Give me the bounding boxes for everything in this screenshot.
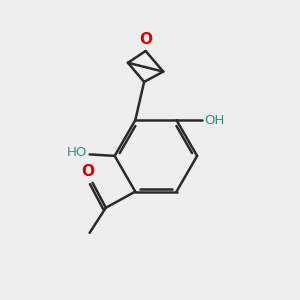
Text: OH: OH — [204, 114, 224, 127]
Text: O: O — [81, 164, 94, 179]
Text: HO: HO — [67, 146, 87, 159]
Text: O: O — [139, 32, 152, 47]
